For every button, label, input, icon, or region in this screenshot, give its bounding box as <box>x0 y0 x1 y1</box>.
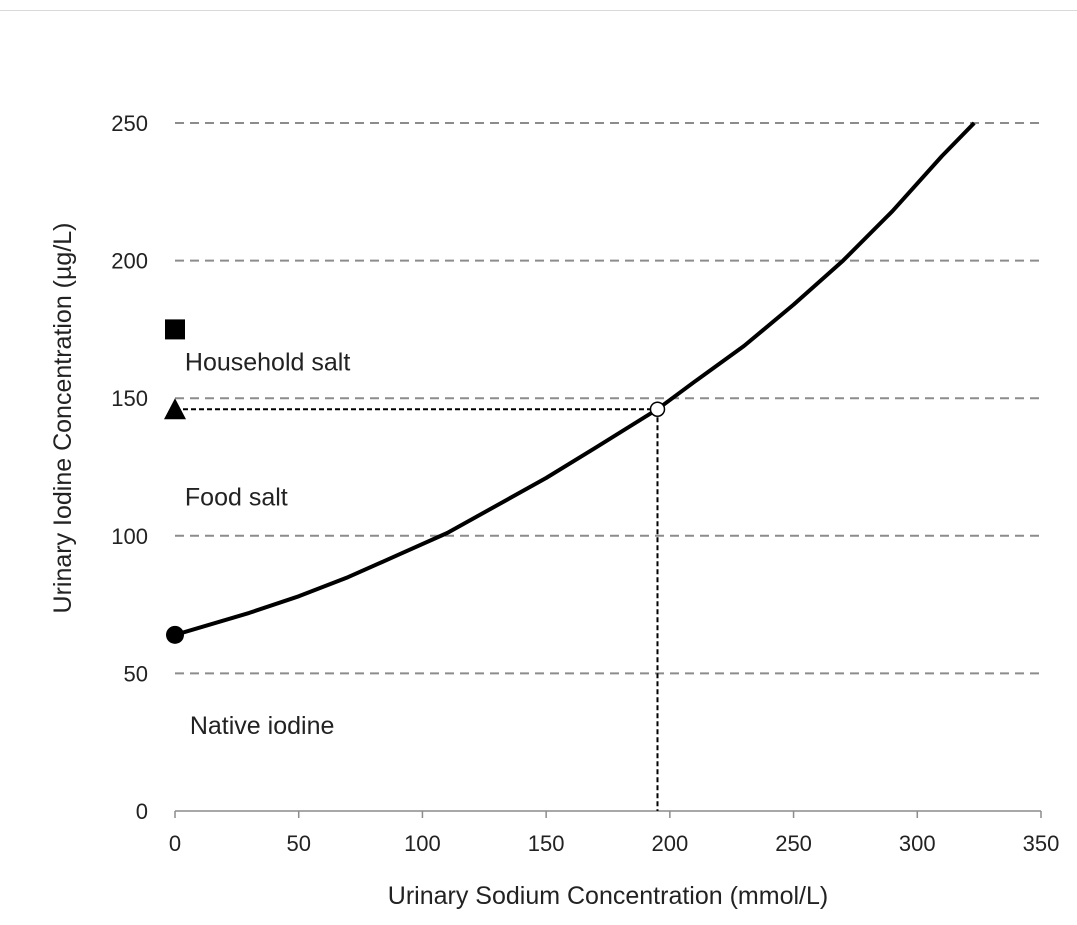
gridlines <box>175 122 1041 675</box>
y-axis-title: Urinary Iodine Concentration (µg/L) <box>49 223 77 614</box>
marker-square <box>165 319 185 340</box>
marker-triangle <box>164 398 186 420</box>
y-tick-label-200: 200 <box>111 249 148 274</box>
tick-labels: 0 50 100 150 200 250 300 350 0 50 100 150 200 250 <box>111 111 1059 856</box>
top-divider <box>0 10 1077 11</box>
x-axis-title: Urinary Sodium Concentration (mmol/L) <box>388 882 828 910</box>
series-layer <box>174 121 976 637</box>
annotation-native-iodine: Native iodine <box>190 712 335 740</box>
markers-layer <box>164 319 666 644</box>
y-tick-label-150: 150 <box>111 386 148 411</box>
marker-open-circle <box>649 401 666 417</box>
x-tick-label-300: 300 <box>899 831 936 856</box>
x-tick-label-350: 350 <box>1023 831 1060 856</box>
y-tick-label-250: 250 <box>111 111 148 136</box>
x-tick-label-200: 200 <box>651 831 688 856</box>
y-tick-label-100: 100 <box>111 524 148 549</box>
marker-filled-circle <box>166 625 184 644</box>
series-line-0 <box>174 121 976 637</box>
annotations: Household salt Food salt Native iodine <box>185 349 350 740</box>
annotation-household-salt: Household salt <box>185 349 350 377</box>
y-tick-label-0: 0 <box>136 799 148 824</box>
x-tick-label-100: 100 <box>404 831 441 856</box>
axes <box>174 810 1042 818</box>
guide-lines <box>175 408 659 811</box>
x-tick-label-250: 250 <box>775 831 812 856</box>
y-tick-label-50: 50 <box>124 661 148 686</box>
x-tick-label-0: 0 <box>169 831 181 856</box>
x-tick-label-50: 50 <box>286 831 310 856</box>
annotation-food-salt: Food salt <box>185 484 288 512</box>
x-tick-label-150: 150 <box>528 831 565 856</box>
